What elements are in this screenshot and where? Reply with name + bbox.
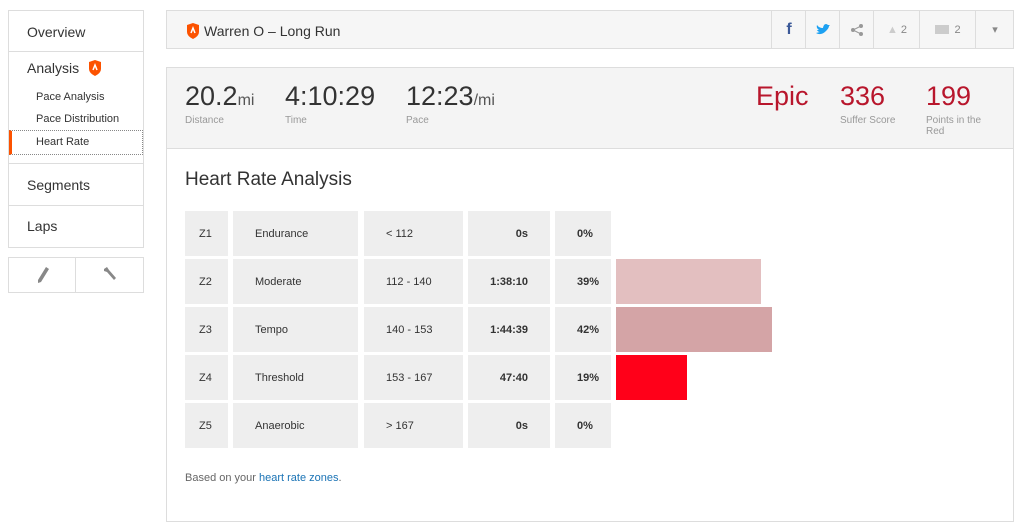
kudos-count: 2 — [900, 23, 907, 36]
stat-pace: 12:23/mi — [406, 81, 495, 112]
zone-percent: 0% — [555, 403, 611, 448]
kudos-button[interactable]: ▲ 2 — [873, 10, 920, 49]
stat-time: 4:10:29 — [285, 81, 376, 111]
zone-name: Threshold — [233, 355, 358, 400]
divider — [9, 163, 143, 164]
zone-id: Z1 — [185, 211, 228, 256]
zone-percent: 19% — [555, 355, 611, 400]
suffer-level: Epic — [756, 81, 809, 111]
share-button[interactable] — [839, 10, 874, 49]
zone-range: < 112 — [364, 211, 463, 256]
stat-unit: mi — [237, 92, 255, 109]
footnote-text: Based on your — [185, 472, 259, 484]
header-bar — [166, 10, 1014, 49]
divider — [9, 205, 143, 206]
analysis-badge — [89, 60, 101, 76]
twitter-button[interactable] — [805, 10, 840, 49]
sidebar — [8, 10, 144, 248]
divider — [9, 51, 143, 52]
zone-bar — [616, 307, 773, 352]
nav-pace-analysis[interactable]: Pace Analysis — [36, 91, 105, 103]
points-red: 199 — [926, 81, 972, 111]
activity-badge — [187, 23, 199, 39]
kudos-icon: ▲ — [886, 23, 898, 36]
main-panel — [166, 67, 1014, 522]
zone-time: 1:44:39 — [468, 307, 550, 352]
stat-label: Points in the Red — [926, 115, 982, 137]
zone-name: Tempo — [233, 307, 358, 352]
nav-pace-distribution[interactable]: Pace Distribution — [36, 113, 120, 125]
zone-time: 0s — [468, 211, 550, 256]
zone-percent: 42% — [555, 307, 611, 352]
nav-analysis[interactable]: Analysis — [27, 60, 80, 76]
stat-distance: 20.2mi — [185, 81, 254, 112]
zone-id: Z5 — [185, 403, 228, 448]
comments-button[interactable]: 2 — [919, 10, 976, 49]
suffer-score: 336 — [840, 81, 886, 111]
zone-name: Anaerobic — [233, 403, 358, 448]
stat-label: Time — [285, 115, 307, 126]
zone-range: 140 - 153 — [364, 307, 463, 352]
zone-id: Z2 — [185, 259, 228, 304]
nav-segments[interactable]: Segments — [27, 177, 91, 193]
zone-time: 0s — [468, 403, 550, 448]
divider — [75, 258, 76, 292]
stat-value: 12:23 — [406, 81, 474, 111]
stat-label: Pace — [406, 115, 429, 126]
zone-name: Endurance — [233, 211, 358, 256]
edit-icon[interactable] — [36, 266, 50, 284]
active-item — [9, 130, 143, 155]
zone-id: Z3 — [185, 307, 228, 352]
stat-label: Distance — [185, 115, 224, 126]
stat-label: Suffer Score — [840, 115, 896, 126]
zone-time: 1:38:10 — [468, 259, 550, 304]
settings-icon[interactable] — [102, 266, 118, 282]
zone-bar — [616, 259, 762, 304]
nav-laps[interactable]: Laps — [27, 218, 58, 234]
zone-percent: 0% — [555, 211, 611, 256]
zone-id: Z4 — [185, 355, 228, 400]
zone-range: 112 - 140 — [364, 259, 463, 304]
footnote-link[interactable]: heart rate zones — [259, 472, 339, 484]
stats-bar — [167, 68, 1013, 149]
footnote-end: . — [338, 472, 342, 484]
nav-overview[interactable]: Overview — [27, 24, 86, 40]
facebook-button[interactable]: f — [771, 10, 806, 49]
zone-bar — [616, 355, 687, 400]
zone-range: 153 - 167 — [364, 355, 463, 400]
comment-count: 2 — [954, 23, 961, 36]
nav-heart-rate[interactable]: Heart Rate — [36, 136, 90, 148]
zone-time: 47:40 — [468, 355, 550, 400]
tool-row — [8, 257, 144, 293]
stat-value: 20.2 — [185, 81, 238, 111]
zone-range: > 167 — [364, 403, 463, 448]
footnote: Based on your heart rate zones. — [185, 472, 342, 484]
comment-icon — [935, 25, 950, 34]
section-title: Heart Rate Analysis — [185, 169, 352, 190]
zone-percent: 39% — [555, 259, 611, 304]
activity-title: Warren O – Long Run — [204, 23, 341, 39]
more-button[interactable]: ▾ — [975, 10, 1014, 49]
zone-name: Moderate — [233, 259, 358, 304]
stat-unit: /mi — [473, 92, 495, 109]
